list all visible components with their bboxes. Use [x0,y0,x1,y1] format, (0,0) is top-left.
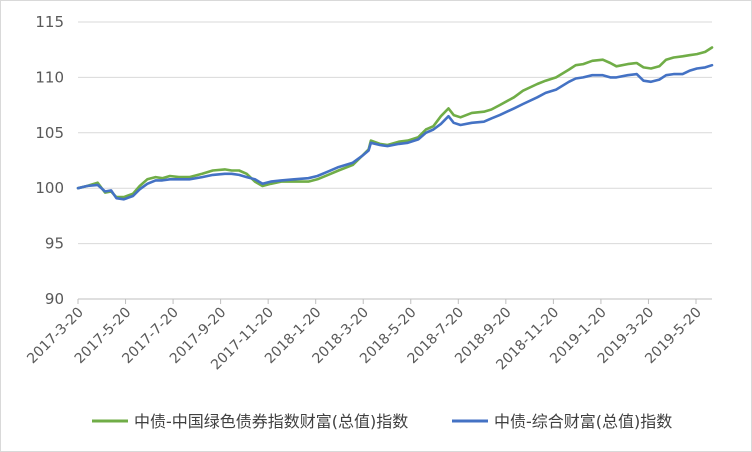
y-tick-label: 115 [35,13,64,31]
y-tick-label: 105 [35,124,64,142]
series-lines [76,46,714,201]
series-line-1 [76,46,714,199]
y-tick-label: 100 [35,179,64,197]
legend-label-1: 中债-中国绿色债券指数财富(总值)指数 [134,412,408,431]
legend-label-2: 中债-综合财富(总值)指数 [494,412,672,431]
x-axis-ticks: 2017-3-202017-5-202017-7-202017-9-202017… [24,299,705,373]
y-tick-label: 110 [35,68,64,86]
gridlines [78,21,712,300]
series-line-2 [76,63,714,201]
y-tick-label: 95 [45,235,64,253]
y-tick-label: 90 [45,290,64,308]
y-axis-ticks: 90 95 100 105 110 115 [35,13,64,308]
legend: 中债-中国绿色债券指数财富(总值)指数 中债-综合财富(总值)指数 [92,412,672,431]
